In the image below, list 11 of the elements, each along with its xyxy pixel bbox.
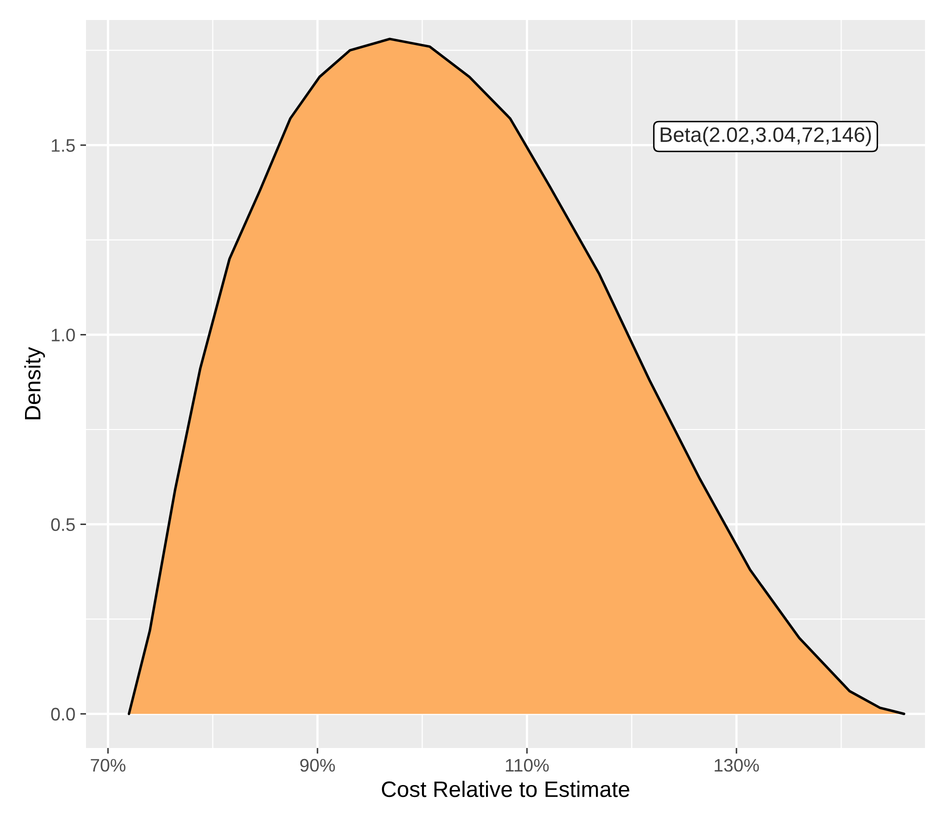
x-axis-title: Cost Relative to Estimate [382, 780, 630, 798]
y-tick-label: 0.0 [51, 708, 75, 721]
y-tick-label: 1.5 [52, 139, 75, 152]
x-tick-label: 110% [506, 758, 549, 772]
x-tick-label: 70% [90, 758, 126, 772]
y-axis-title: Density [24, 346, 45, 420]
x-tick-label: 130% [714, 758, 759, 772]
y-tick-label: 0.5 [51, 518, 75, 532]
x-tick-label: 90% [300, 758, 335, 772]
annotation: Beta(2.02,3.04,72,146) [660, 126, 871, 146]
y-tick-label: 1.0 [52, 328, 75, 342]
